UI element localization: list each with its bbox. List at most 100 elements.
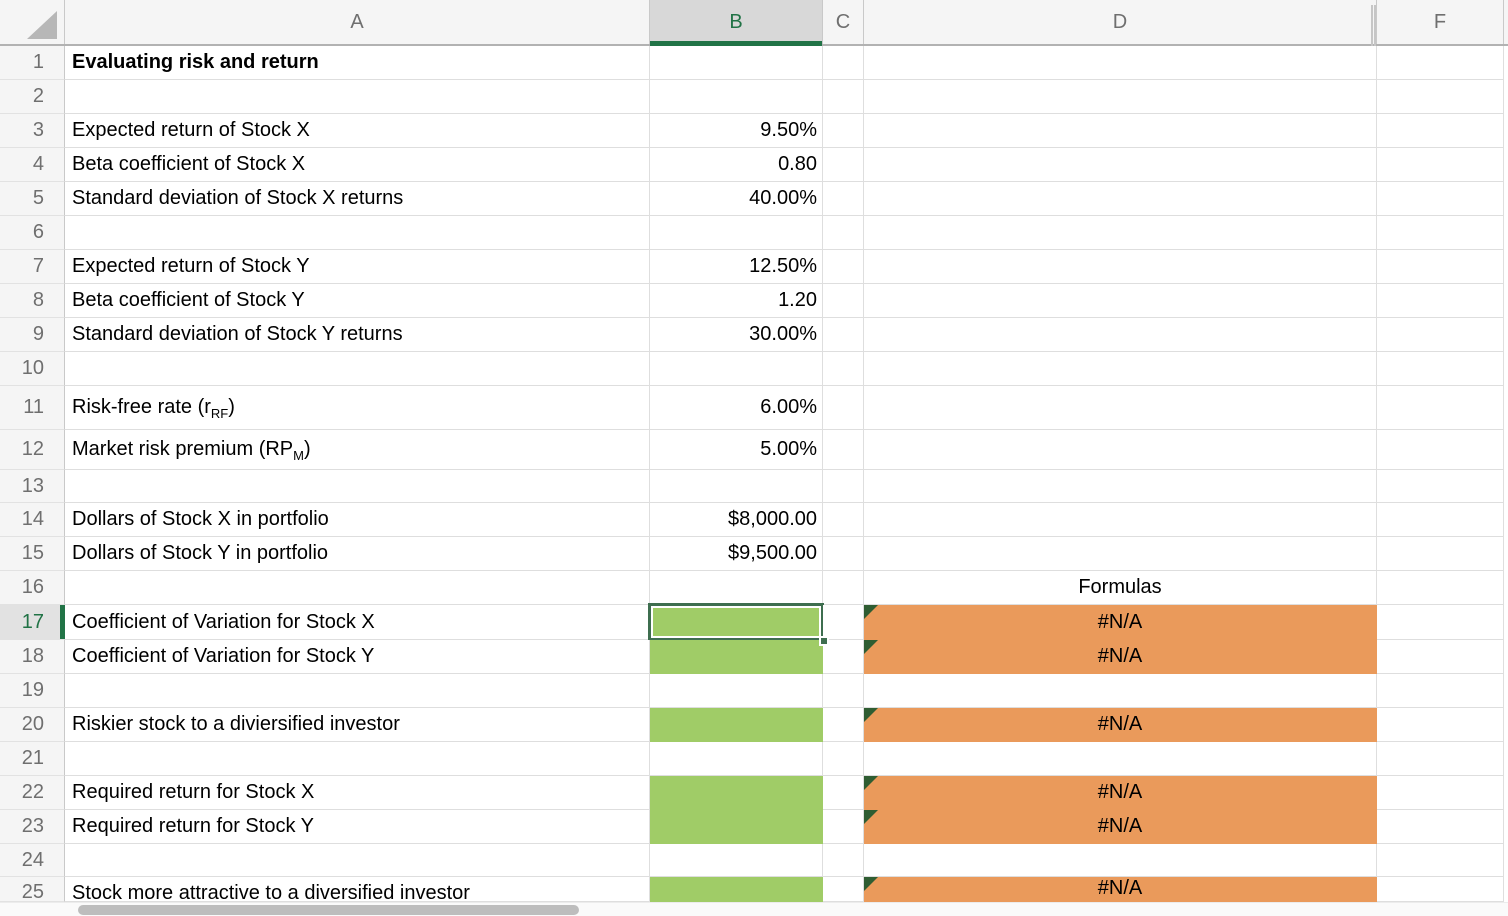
cell-C3[interactable] — [823, 114, 864, 148]
cell-A10[interactable] — [65, 352, 650, 386]
cell-C25[interactable] — [823, 877, 864, 902]
column-header-B[interactable]: B — [650, 0, 823, 46]
cell-A16[interactable] — [65, 571, 650, 605]
hidden-column-marker[interactable] — [1371, 5, 1376, 46]
horizontal-scrollbar-thumb[interactable] — [78, 905, 579, 915]
cell-F12[interactable] — [1377, 430, 1504, 470]
cell-A2[interactable] — [65, 80, 650, 114]
cell-F22[interactable] — [1377, 776, 1504, 810]
cell-A9[interactable]: Standard deviation of Stock Y returns — [65, 318, 650, 352]
cell-B10[interactable] — [650, 352, 823, 386]
cell-D14[interactable] — [864, 503, 1377, 537]
cell-D16[interactable]: Formulas — [864, 571, 1377, 605]
cell-C10[interactable] — [823, 352, 864, 386]
cell-C21[interactable] — [823, 742, 864, 776]
cell-C13[interactable] — [823, 470, 864, 503]
cell-A21[interactable] — [65, 742, 650, 776]
cell-D17[interactable]: #N/A — [864, 605, 1377, 640]
cell-F8[interactable] — [1377, 284, 1504, 318]
cell-A18[interactable]: Coefficient of Variation for Stock Y — [65, 640, 650, 674]
cell-F4[interactable] — [1377, 148, 1504, 182]
cell-D24[interactable] — [864, 844, 1377, 877]
row-header-9[interactable]: 9 — [0, 318, 65, 352]
cell-B9[interactable]: 30.00% — [650, 318, 823, 352]
cell-D8[interactable] — [864, 284, 1377, 318]
row-header-12[interactable]: 12 — [0, 430, 65, 470]
row-header-25[interactable]: 25 — [0, 877, 65, 902]
cell-D22[interactable]: #N/A — [864, 776, 1377, 810]
row-header-24[interactable]: 24 — [0, 844, 65, 877]
row-header-18[interactable]: 18 — [0, 640, 65, 674]
cell-F19[interactable] — [1377, 674, 1504, 708]
row-header-11[interactable]: 11 — [0, 386, 65, 430]
cell-B22[interactable] — [650, 776, 823, 810]
cell-A22[interactable]: Required return for Stock X — [65, 776, 650, 810]
cell-A14[interactable]: Dollars of Stock X in portfolio — [65, 503, 650, 537]
cell-B6[interactable] — [650, 216, 823, 250]
cell-C20[interactable] — [823, 708, 864, 742]
cell-C6[interactable] — [823, 216, 864, 250]
cell-A1[interactable]: Evaluating risk and return — [65, 46, 650, 80]
select-all-button[interactable] — [0, 0, 65, 44]
cell-B2[interactable] — [650, 80, 823, 114]
cell-F24[interactable] — [1377, 844, 1504, 877]
cell-F6[interactable] — [1377, 216, 1504, 250]
cell-C15[interactable] — [823, 537, 864, 571]
row-header-14[interactable]: 14 — [0, 503, 65, 537]
cell-C11[interactable] — [823, 386, 864, 430]
cell-A4[interactable]: Beta coefficient of Stock X — [65, 148, 650, 182]
cell-A19[interactable] — [65, 674, 650, 708]
cell-C16[interactable] — [823, 571, 864, 605]
cell-B25[interactable] — [650, 877, 823, 902]
cell-A20[interactable]: Riskier stock to a diviersified investor — [65, 708, 650, 742]
row-header-2[interactable]: 2 — [0, 80, 65, 114]
cell-C18[interactable] — [823, 640, 864, 674]
cell-C5[interactable] — [823, 182, 864, 216]
cell-B16[interactable] — [650, 571, 823, 605]
row-header-1[interactable]: 1 — [0, 46, 65, 80]
cell-C9[interactable] — [823, 318, 864, 352]
cell-D18[interactable]: #N/A — [864, 640, 1377, 674]
column-header-D[interactable]: D — [864, 0, 1377, 44]
cell-C4[interactable] — [823, 148, 864, 182]
cell-A23[interactable]: Required return for Stock Y — [65, 810, 650, 844]
cell-B20[interactable] — [650, 708, 823, 742]
row-header-19[interactable]: 19 — [0, 674, 65, 708]
row-header-22[interactable]: 22 — [0, 776, 65, 810]
cell-C7[interactable] — [823, 250, 864, 284]
cell-F15[interactable] — [1377, 537, 1504, 571]
cell-D13[interactable] — [864, 470, 1377, 503]
cell-F23[interactable] — [1377, 810, 1504, 844]
row-header-13[interactable]: 13 — [0, 470, 65, 503]
row-header-21[interactable]: 21 — [0, 742, 65, 776]
cell-F14[interactable] — [1377, 503, 1504, 537]
cell-A15[interactable]: Dollars of Stock Y in portfolio — [65, 537, 650, 571]
cell-F3[interactable] — [1377, 114, 1504, 148]
cell-D9[interactable] — [864, 318, 1377, 352]
cell-F7[interactable] — [1377, 250, 1504, 284]
cell-C14[interactable] — [823, 503, 864, 537]
cell-D20[interactable]: #N/A — [864, 708, 1377, 742]
cell-B8[interactable]: 1.20 — [650, 284, 823, 318]
cell-F9[interactable] — [1377, 318, 1504, 352]
cell-B11[interactable]: 6.00% — [650, 386, 823, 430]
cell-B3[interactable]: 9.50% — [650, 114, 823, 148]
column-header-A[interactable]: A — [65, 0, 650, 44]
row-header-17[interactable]: 17 — [0, 605, 65, 640]
cell-F10[interactable] — [1377, 352, 1504, 386]
cell-C1[interactable] — [823, 46, 864, 80]
cell-A5[interactable]: Standard deviation of Stock X returns — [65, 182, 650, 216]
row-header-7[interactable]: 7 — [0, 250, 65, 284]
cell-B21[interactable] — [650, 742, 823, 776]
cell-A11[interactable]: Risk-free rate (rRF) — [65, 386, 650, 430]
cell-A7[interactable]: Expected return of Stock Y — [65, 250, 650, 284]
cell-D15[interactable] — [864, 537, 1377, 571]
row-header-3[interactable]: 3 — [0, 114, 65, 148]
cell-D10[interactable] — [864, 352, 1377, 386]
cell-A17[interactable]: Coefficient of Variation for Stock X — [65, 605, 650, 640]
row-header-15[interactable]: 15 — [0, 537, 65, 571]
column-header-C[interactable]: C — [823, 0, 864, 44]
cell-B24[interactable] — [650, 844, 823, 877]
row-header-4[interactable]: 4 — [0, 148, 65, 182]
cell-D25[interactable]: #N/A — [864, 877, 1377, 902]
